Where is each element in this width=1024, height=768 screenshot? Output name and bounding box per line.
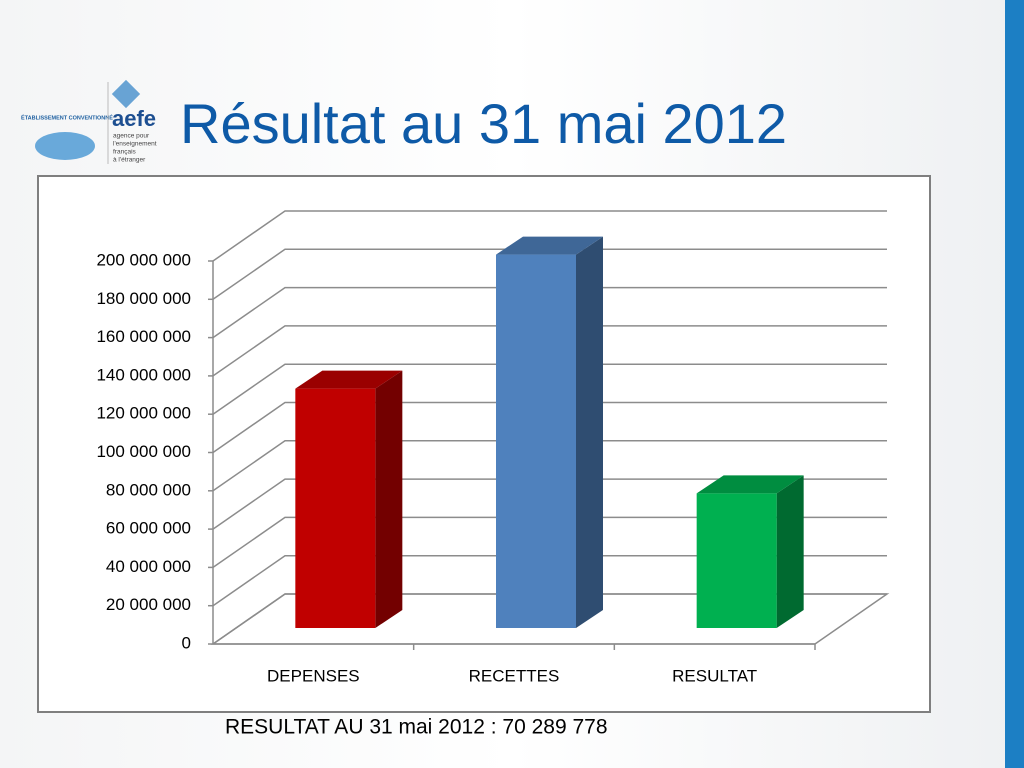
grid-line [212,478,887,530]
y-tick-label: 100 000 000 [96,442,191,461]
grid-line [212,440,887,492]
bar-top [295,370,403,389]
y-tick-label: 20 000 000 [106,595,191,614]
y-tick-label: 120 000 000 [96,404,191,423]
slide-title: Résultat au 31 mai 2012 [180,92,787,155]
bar-top [496,236,603,255]
bar-top [696,475,804,494]
y-tick-label: 180 000 000 [96,289,191,308]
grid-line [212,210,887,262]
bar-side [776,475,804,628]
side-stripe [1005,0,1024,768]
y-tick-label: 40 000 000 [106,557,191,576]
grid-line [212,401,887,454]
grid-line [212,554,887,607]
plot: 0 20 000 000 40 000 000 60 000 000 80 000 00… [96,210,890,685]
x-tick-label: DEPENSES [267,666,360,685]
y-tick-label: 80 000 000 [106,480,191,499]
grid-line [212,593,887,645]
grid-line [212,248,887,300]
y-tick-label: 140 000 000 [96,365,191,384]
grid-line [212,516,887,569]
grid-line [212,286,887,339]
logo-tagline: agence pour [113,133,150,140]
logo: ÉTABLISSEMENT CONVENTIONNÉ aefe agence p… [21,79,157,164]
grid-line [212,363,887,415]
bar [496,254,576,628]
logo-name: aefe [112,106,156,131]
x-tick-label: RESULTAT [672,666,757,685]
logo-badge: ÉTABLISSEMENT CONVENTIONNÉ [21,113,113,121]
y-tick-label: 0 [182,633,191,652]
logo-tagline: l'enseignement [113,141,157,148]
y-tick-label: 60 000 000 [106,519,191,538]
logo-globe [35,132,95,160]
logo-tagline: français [113,149,137,156]
x-tick-label: RECETTES [469,666,560,685]
bar [295,388,376,628]
y-tick-label: 160 000 000 [96,327,191,346]
bar-side [576,236,603,628]
y-tick-label: 200 000 000 [96,250,191,269]
bar [696,493,777,628]
bar-side [375,370,403,628]
logo-tagline: à l'étranger [113,157,146,164]
caption: RESULTAT AU 31 mai 2012 : 70 289 778 [225,716,608,739]
grid-line [212,325,887,377]
